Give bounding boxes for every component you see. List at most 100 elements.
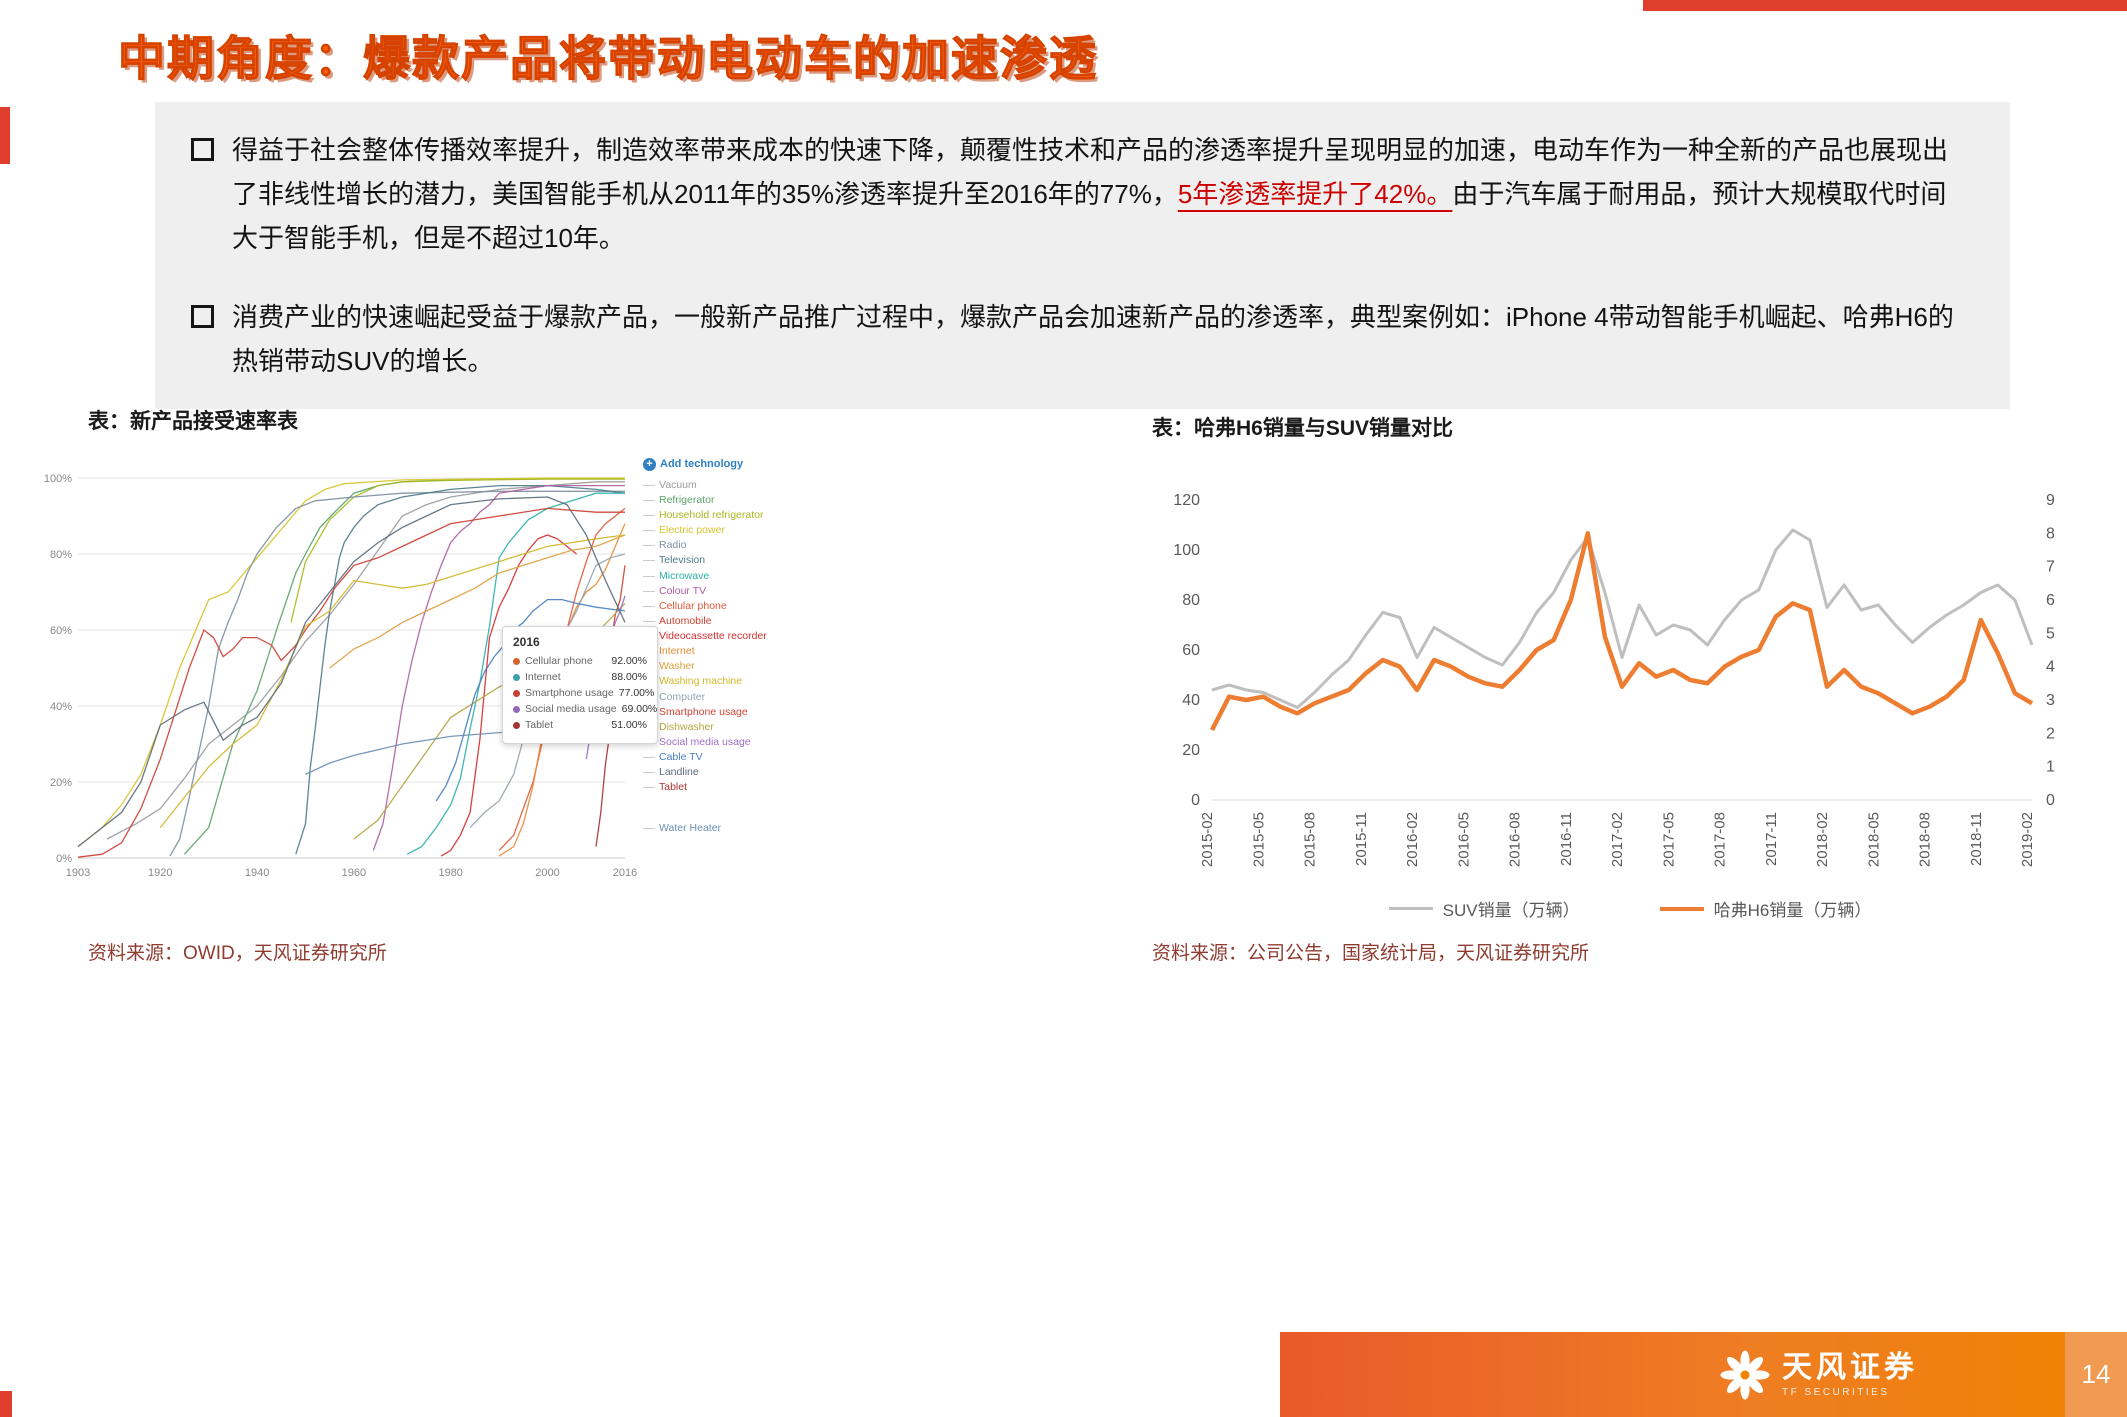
legend-item[interactable]: Washer — [643, 660, 808, 673]
legend-item[interactable]: Automobile — [643, 615, 808, 628]
right-source-note: 资料来源：公司公告，国家统计局，天风证券研究所 — [1152, 943, 1590, 964]
svg-text:0%: 0% — [56, 853, 72, 865]
svg-text:1940: 1940 — [245, 867, 269, 879]
leader-line — [643, 560, 655, 562]
legend-item[interactable]: Internet — [643, 645, 808, 658]
svg-text:2017-08: 2017-08 — [1712, 812, 1729, 867]
bottom-left-accent-bar — [0, 1391, 12, 1417]
legend-item[interactable]: Washing machine — [643, 675, 808, 688]
svg-text:1903: 1903 — [66, 867, 90, 879]
sales-plot: 0 20 40 60 80 100 120 0 1 2 3 4 5 6 7 8 9 2015-02 2015-05 2… — [1173, 492, 2055, 867]
bullet1-segment-tail: 由于汽车属于耐用品，预计大规模取代时间大于智能手机，但是不超过10年。 — [232, 179, 1947, 254]
legend-item[interactable]: Microwave — [643, 570, 808, 583]
leader-line — [643, 515, 655, 517]
brand-logo: 天风证券 TF SECURITIES — [1720, 1350, 1918, 1400]
svg-text:1960: 1960 — [342, 867, 366, 879]
left-edge-accent-bar — [0, 107, 10, 164]
svg-text:80: 80 — [1182, 592, 1200, 609]
add-technology-button[interactable]: + Add technology — [643, 458, 808, 472]
bullet1-segment: 得益于社会整体传播效率提升，制造效率带来成本的快速下降，颠覆性技术和产品的渗透率… — [232, 135, 1949, 210]
legend-item[interactable]: Cable TV — [643, 751, 808, 764]
leader-line — [643, 757, 655, 759]
legend-item[interactable]: Water Heater — [643, 822, 808, 835]
legend-item[interactable]: Videocassette recorder — [643, 630, 808, 643]
series-dot-icon — [513, 705, 520, 713]
svg-text:2015-08: 2015-08 — [1302, 812, 1319, 867]
leader-line — [643, 828, 655, 830]
svg-text:2: 2 — [2046, 725, 2055, 742]
bullet-item-2: 消费产业的快速崛起受益于爆款产品，一般新产品推广过程中，爆款产品会加速新产品的渗… — [189, 295, 1964, 383]
svg-text:2016-05: 2016-05 — [1455, 812, 1472, 867]
leader-line — [643, 575, 655, 577]
left-chart-title: 表：新产品接受速率表 — [88, 410, 298, 433]
legend-item[interactable]: Refrigerator — [643, 494, 808, 507]
svg-text:0: 0 — [1191, 792, 1200, 809]
bullet-item-1: 得益于社会整体传播效率提升，制造效率带来成本的快速下降，颠覆性技术和产品的渗透率… — [189, 128, 1964, 261]
tooltip-row: Cellular phone 92.00% — [513, 655, 647, 667]
svg-text:2017-05: 2017-05 — [1660, 812, 1677, 867]
svg-text:2018-11: 2018-11 — [1968, 812, 1985, 866]
bullet1-highlight: 5年渗透率提升了42%。 — [1177, 179, 1453, 210]
footer-bar: 天风证券 TF SECURITIES 14 — [1280, 1332, 2127, 1417]
legend-item[interactable]: Dishwasher — [643, 721, 808, 734]
bullet-square-icon — [191, 304, 214, 328]
legend-item[interactable]: Vacuum — [643, 479, 808, 492]
legend-item[interactable]: Electric power — [643, 524, 808, 537]
svg-text:6: 6 — [2046, 592, 2055, 609]
svg-text:1980: 1980 — [438, 867, 462, 879]
svg-text:60%: 60% — [50, 625, 72, 637]
legend-item[interactable]: Computer — [643, 691, 808, 704]
svg-text:2018-08: 2018-08 — [1917, 812, 1934, 867]
right-chart-title: 表：哈弗H6销量与SUV销量对比 — [1152, 417, 1454, 440]
svg-text:40%: 40% — [50, 701, 72, 713]
svg-text:40: 40 — [1182, 692, 1200, 709]
svg-text:0: 0 — [2046, 792, 2055, 809]
leader-line — [643, 605, 655, 607]
line-swatch-icon — [1659, 906, 1704, 911]
svg-text:2015-05: 2015-05 — [1250, 812, 1267, 867]
tooltip-row: Social media usage 69.00% — [513, 703, 657, 715]
svg-text:2000: 2000 — [535, 867, 559, 879]
svg-text:100%: 100% — [44, 473, 72, 485]
legend-item[interactable]: Smartphone usage — [643, 706, 808, 719]
legend-item[interactable]: Colour TV — [643, 585, 808, 598]
tooltip-row: Internet 88.00% — [513, 671, 647, 683]
legend-item[interactable]: Television — [643, 554, 808, 567]
top-right-accent-bar — [1643, 0, 2127, 11]
leader-line — [643, 787, 655, 789]
chart-tooltip: 2016 Cellular phone 92.00% Internet 88.00% Sm… — [502, 626, 658, 744]
svg-text:7: 7 — [2046, 559, 2055, 576]
legend-item[interactable]: Social media usage — [643, 736, 808, 749]
svg-text:1920: 1920 — [148, 867, 172, 879]
svg-text:20%: 20% — [50, 777, 72, 789]
sales-legend: SUV销量（万辆） 哈弗H6销量（万辆） — [1150, 896, 2110, 921]
svg-text:9: 9 — [2046, 492, 2055, 509]
series-dot-icon — [513, 721, 520, 729]
bullet-text-2: 消费产业的快速崛起受益于爆款产品，一般新产品推广过程中，爆款产品会加速新产品的渗… — [232, 301, 1954, 376]
series-dot-icon — [513, 673, 520, 681]
svg-text:2018-05: 2018-05 — [1865, 812, 1882, 867]
svg-text:2015-11: 2015-11 — [1353, 812, 1370, 866]
adoption-legend: + Add technology Vacuum Refrigerator Househo… — [643, 458, 808, 838]
svg-text:100: 100 — [1173, 542, 1200, 559]
tf-flower-logo-icon — [1720, 1350, 1770, 1399]
leader-line — [643, 545, 655, 547]
leader-line — [643, 620, 655, 622]
brand-name: 天风证券 — [1782, 1351, 1918, 1384]
series-dot-icon — [513, 657, 520, 665]
left-source-note: 资料来源：OWID，天风证券研究所 — [88, 943, 387, 964]
legend-item[interactable]: Radio — [643, 539, 808, 552]
legend-item[interactable]: Household refrigerator — [643, 509, 808, 522]
bullet-square-icon — [191, 138, 214, 161]
legend-item[interactable]: Tablet — [643, 781, 808, 794]
legend-item[interactable]: Cellular phone — [643, 600, 808, 613]
page-number: 14 — [2065, 1332, 2127, 1417]
leader-line — [643, 530, 655, 532]
svg-text:120: 120 — [1173, 492, 1200, 509]
svg-text:2016-08: 2016-08 — [1507, 812, 1524, 867]
svg-text:2019-02: 2019-02 — [2019, 812, 2036, 867]
svg-text:2016: 2016 — [613, 867, 637, 879]
svg-text:2017-02: 2017-02 — [1609, 812, 1626, 867]
legend-item[interactable]: Landline — [643, 766, 808, 779]
svg-text:5: 5 — [2046, 625, 2055, 642]
